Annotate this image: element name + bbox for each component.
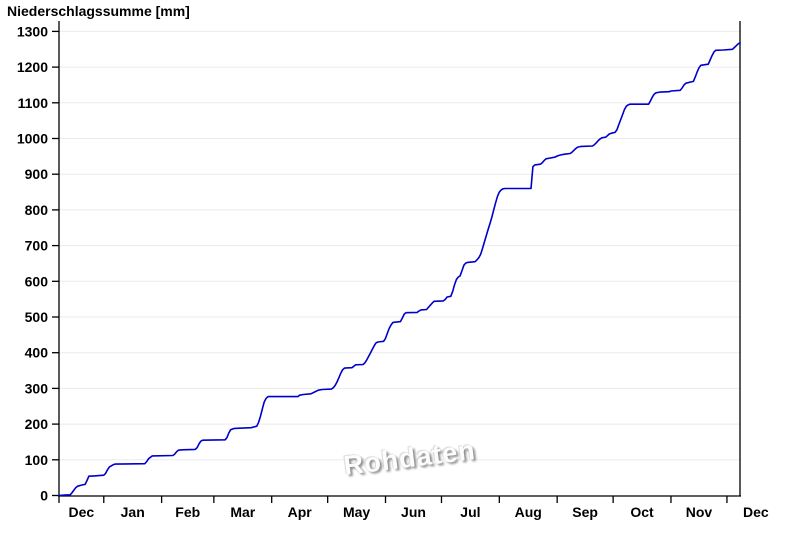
x-axis-label[interactable]: Dec [69, 504, 95, 520]
y-axis-label[interactable]: 0 [40, 488, 48, 504]
x-axis-label[interactable]: Apr [288, 504, 313, 520]
y-axis-label[interactable]: 1300 [17, 23, 48, 39]
x-axis-label[interactable]: Feb [175, 504, 200, 520]
data-line-niederschlagssumme-kumuliert[interactable] [58, 41, 741, 497]
y-axis-label[interactable]: 1000 [17, 131, 48, 147]
x-axis-label[interactable]: Sep [572, 504, 598, 520]
y-axis-label[interactable]: 900 [25, 166, 49, 182]
x-axis-label[interactable]: Oct [630, 504, 654, 520]
x-axis-label[interactable]: Aug [515, 504, 542, 520]
x-axis-label[interactable]: May [343, 504, 370, 520]
x-axis-label[interactable]: Dec [743, 504, 769, 520]
chart-title: Niederschlagssumme [mm] [7, 3, 190, 19]
y-axis-label[interactable]: 200 [25, 416, 49, 432]
y-axis-label[interactable]: 500 [25, 309, 49, 325]
y-axis-label[interactable]: 1200 [17, 59, 48, 75]
y-axis-label[interactable]: 400 [25, 345, 49, 361]
y-axis-label[interactable]: 1100 [18, 95, 49, 111]
y-axis-label[interactable]: 700 [25, 238, 49, 254]
y-axis-label[interactable]: 800 [25, 202, 49, 218]
x-axis-label[interactable]: Nov [686, 504, 713, 520]
y-axis-label[interactable]: 600 [25, 273, 49, 289]
x-axis-label[interactable]: Jan [121, 504, 145, 520]
y-axis-label[interactable]: 100 [25, 452, 49, 468]
x-axis-label[interactable]: Jul [460, 504, 480, 520]
x-axis-label[interactable]: Jun [401, 504, 426, 520]
x-axis-label[interactable]: Mar [230, 504, 255, 520]
y-axis-label[interactable]: 300 [25, 380, 49, 396]
